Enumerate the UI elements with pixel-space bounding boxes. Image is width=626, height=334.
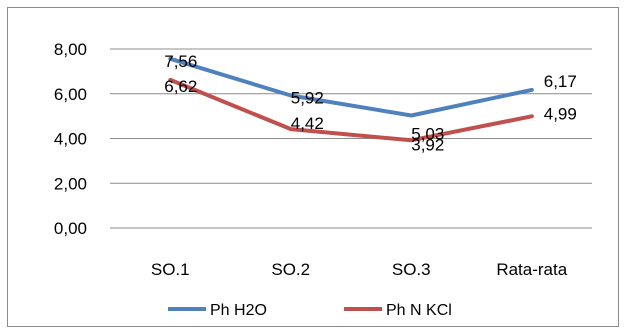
data-label: 5,03 bbox=[411, 124, 444, 143]
legend: Ph H2O Ph N KCl bbox=[168, 302, 452, 319]
gridlines bbox=[110, 48, 592, 229]
y-axis-tick-labels: 0,00 2,00 4,00 6,00 8,00 bbox=[54, 40, 87, 238]
data-label: 7,56 bbox=[164, 52, 197, 71]
data-label: 6,62 bbox=[164, 77, 197, 96]
legend-label: Ph N KCl bbox=[386, 302, 452, 319]
y-tick-label: 0,00 bbox=[54, 219, 87, 238]
y-tick-label: 2,00 bbox=[54, 174, 87, 193]
legend-label: Ph H2O bbox=[210, 302, 267, 319]
x-axis-tick-labels: SO.1 SO.2 SO.3 Rata-rata bbox=[151, 260, 568, 279]
series-line-2 bbox=[168, 77, 534, 143]
chart-frame bbox=[7, 7, 619, 327]
y-tick-label: 6,00 bbox=[54, 85, 87, 104]
data-labels: 7,56 5,92 5,03 6,17 6,62 4,42 3,92 4,99 bbox=[164, 52, 577, 154]
x-tick-label: SO.3 bbox=[392, 260, 431, 279]
data-label: 5,92 bbox=[291, 89, 324, 108]
data-label: 6,17 bbox=[544, 72, 577, 91]
series-line-1 bbox=[168, 56, 534, 118]
y-tick-label: 4,00 bbox=[54, 130, 87, 149]
x-tick-label: SO.2 bbox=[271, 260, 310, 279]
data-label: 4,99 bbox=[544, 104, 577, 123]
y-tick-label: 8,00 bbox=[54, 40, 87, 59]
x-tick-label: Rata-rata bbox=[496, 260, 567, 279]
data-label: 3,92 bbox=[411, 135, 444, 154]
x-tick-label: SO.1 bbox=[151, 260, 190, 279]
series-lines bbox=[168, 56, 534, 143]
data-label: 4,42 bbox=[291, 114, 324, 133]
